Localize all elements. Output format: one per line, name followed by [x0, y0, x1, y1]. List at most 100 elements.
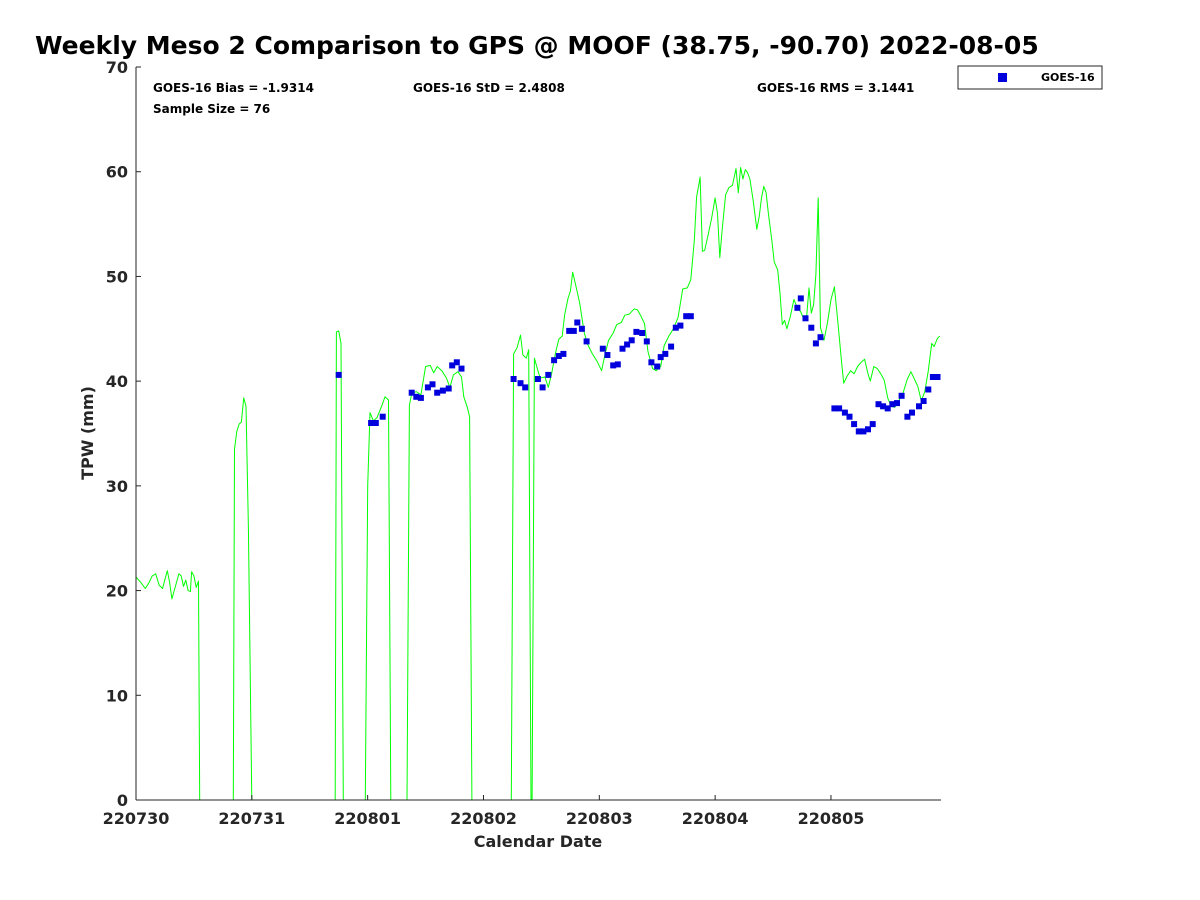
std-annotation: GOES-16 StD = 2.4808 — [413, 81, 565, 95]
goes16-point — [851, 421, 858, 428]
goes16-point — [797, 295, 804, 302]
y-axis-label: TPW (mm) — [78, 386, 97, 480]
goes16-point — [880, 403, 887, 410]
goes16-point — [368, 420, 375, 426]
goes16-point — [687, 313, 694, 320]
goes16-point — [909, 409, 915, 416]
goes16-point — [619, 345, 626, 352]
goes16-point — [934, 374, 941, 380]
goes16-point — [633, 328, 640, 335]
goes16-point — [624, 341, 631, 348]
gps-line-segment — [135, 570, 201, 801]
chart-title: Weekly Meso 2 Comparison to GPS @ MOOF (… — [35, 31, 1039, 60]
goes16-point — [604, 352, 611, 358]
x-tick-label: 220731 — [218, 809, 285, 828]
axes: 0 10 20 30 40 50 60 70 220730 220731 220801 220802… — [103, 58, 941, 828]
sample-size-annotation: Sample Size = 76 — [153, 102, 270, 116]
goes16-point — [802, 315, 809, 322]
goes16-point — [445, 385, 452, 392]
goes16-point — [566, 327, 573, 334]
gps-line-segment — [334, 330, 344, 801]
legend-label-goes16: GOES-16 — [1041, 71, 1095, 84]
goes16-point — [683, 313, 690, 320]
y-tick-label: 30 — [106, 477, 128, 496]
goes16-point — [372, 420, 379, 426]
gps-line-segment — [406, 364, 473, 801]
x-tick-label: 220801 — [334, 809, 401, 828]
goes16-point — [335, 371, 342, 378]
goes16-point — [677, 322, 684, 329]
legend-marker-goes16 — [998, 73, 1007, 82]
y-tick-label: 50 — [106, 267, 128, 286]
goes16-point — [860, 428, 867, 435]
goes16-point — [894, 400, 900, 407]
y-tick-label: 60 — [106, 163, 128, 182]
goes16-point — [439, 387, 446, 394]
goes16-point — [808, 324, 815, 331]
goes16-point — [846, 413, 853, 420]
goes16-point — [610, 362, 617, 369]
goes16-point — [639, 330, 646, 336]
goes16-point — [865, 426, 871, 433]
goes16-point — [628, 337, 635, 344]
goes16-point — [916, 403, 922, 410]
x-tick-label: 220804 — [682, 809, 749, 828]
x-tick-label: 220730 — [103, 809, 170, 828]
x-tick-label: 220805 — [798, 809, 865, 828]
goes16-point — [817, 334, 824, 341]
plot-background — [136, 67, 941, 800]
legend: GOES-16 — [957, 65, 1103, 90]
goes16-point — [614, 361, 621, 368]
goes16-point — [522, 384, 529, 391]
goes16-point — [555, 353, 562, 359]
goes16-point — [875, 401, 882, 408]
goes16-point — [812, 340, 819, 347]
goes16-point — [794, 304, 801, 311]
goes16-point — [898, 392, 905, 399]
goes16-point — [534, 376, 541, 382]
goes16-point — [836, 405, 843, 412]
y-tick-label: 40 — [106, 372, 128, 391]
goes16-point — [648, 359, 655, 366]
goes16-point — [413, 393, 420, 400]
y-tick-label: 10 — [106, 686, 128, 705]
goes16-point — [545, 371, 552, 378]
gps-line-segment — [364, 396, 392, 801]
x-tick-label: 220802 — [450, 809, 517, 828]
plot-area — [135, 67, 941, 801]
y-tick-label: 20 — [106, 582, 128, 601]
goes16-point — [429, 381, 436, 388]
bias-annotation: GOES-16 Bias = -1.9314 — [153, 81, 314, 95]
goes16-point — [643, 338, 650, 345]
goes16-point — [379, 413, 386, 420]
goes16-point — [869, 421, 876, 428]
gps-line-segment — [510, 334, 532, 801]
y-axis-ticks: 0 10 20 30 40 50 60 70 — [106, 58, 141, 810]
goes16-point — [578, 325, 585, 332]
goes16-point — [599, 345, 606, 352]
goes16-point — [920, 398, 927, 404]
rms-annotation: GOES-16 RMS = 3.1441 — [757, 81, 914, 95]
goes16-point — [654, 363, 661, 370]
x-tick-label: 220803 — [566, 809, 633, 828]
goes16-point — [551, 357, 558, 364]
legend-box — [957, 65, 1103, 90]
x-axis-label: Calendar Date — [474, 832, 603, 851]
goes16-point — [583, 338, 590, 345]
goes16-point — [668, 343, 675, 350]
goes16-point — [574, 319, 581, 326]
goes16-point — [417, 394, 424, 401]
goes16-point — [855, 428, 862, 435]
goes16-point — [904, 413, 911, 420]
goes16-point — [925, 386, 932, 393]
goes16-point — [510, 376, 517, 382]
goes16-point — [929, 374, 936, 380]
x-axis-ticks: 220730 220731 220801 220802 220803 220804 2208… — [103, 795, 865, 828]
goes16-point — [672, 324, 679, 331]
goes16-point — [539, 384, 546, 391]
goes16-series — [335, 295, 941, 435]
goes16-point — [458, 365, 465, 372]
goes16-point — [453, 359, 460, 366]
goes16-point — [408, 389, 415, 396]
